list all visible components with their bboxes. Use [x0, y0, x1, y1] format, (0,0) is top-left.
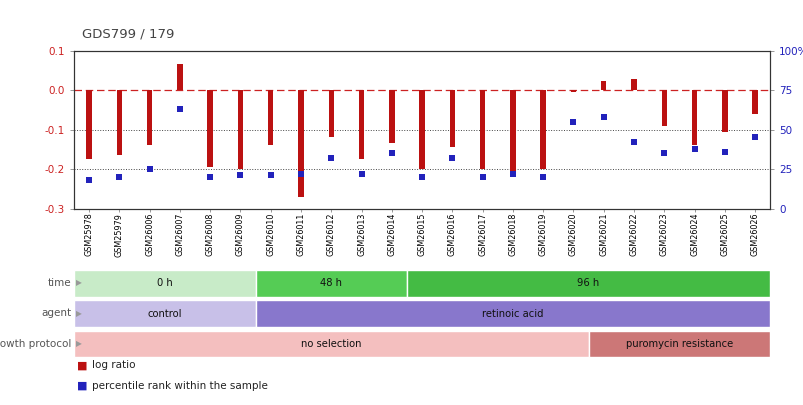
Text: ■: ■ — [77, 381, 88, 391]
Bar — [570, 90, 576, 92]
Point — [294, 171, 307, 177]
Point — [566, 118, 579, 125]
Bar — [74, 301, 255, 327]
Text: GDS799 / 179: GDS799 / 179 — [82, 28, 174, 40]
Bar — [721, 90, 727, 132]
Bar — [74, 331, 588, 357]
Point — [385, 150, 397, 157]
Bar — [147, 90, 153, 145]
Bar — [449, 90, 454, 147]
Bar — [177, 64, 182, 90]
Bar — [630, 79, 636, 90]
Point — [536, 174, 549, 180]
Bar — [691, 90, 696, 145]
Bar — [116, 90, 122, 155]
Bar — [540, 90, 545, 169]
Point — [203, 174, 216, 180]
Point — [173, 106, 186, 112]
Point — [657, 150, 670, 157]
Bar — [207, 90, 213, 167]
Text: 96 h: 96 h — [577, 278, 599, 288]
Bar — [358, 90, 364, 159]
Text: agent: agent — [42, 308, 71, 318]
Point — [234, 172, 247, 179]
Point — [687, 145, 700, 152]
Text: growth protocol: growth protocol — [0, 339, 71, 349]
Text: ▶: ▶ — [76, 339, 82, 348]
Bar — [510, 90, 515, 175]
Bar — [267, 90, 273, 145]
Text: percentile rank within the sample: percentile rank within the sample — [92, 381, 267, 391]
Point — [324, 155, 337, 161]
Text: control: control — [148, 309, 181, 319]
Text: log ratio: log ratio — [92, 360, 135, 371]
Point — [83, 177, 96, 183]
Point — [627, 139, 640, 145]
Bar — [419, 90, 424, 169]
Point — [597, 114, 609, 120]
Bar — [479, 90, 485, 169]
Bar — [86, 90, 92, 159]
Bar — [255, 301, 769, 327]
Text: 0 h: 0 h — [157, 278, 173, 288]
Point — [143, 166, 156, 173]
Bar — [406, 270, 769, 296]
Point — [506, 171, 519, 177]
Point — [264, 172, 277, 179]
Bar — [238, 90, 243, 169]
Point — [446, 155, 459, 161]
Text: retinoic acid: retinoic acid — [482, 309, 543, 319]
Text: 48 h: 48 h — [320, 278, 342, 288]
Text: ■: ■ — [77, 360, 88, 371]
Bar — [752, 90, 757, 114]
Bar — [74, 270, 255, 296]
Text: ▶: ▶ — [76, 278, 82, 288]
Point — [718, 149, 731, 155]
Point — [355, 171, 368, 177]
Bar — [661, 90, 666, 126]
Bar — [298, 90, 304, 197]
Point — [475, 174, 488, 180]
Text: puromycin resistance: puromycin resistance — [625, 339, 732, 349]
Point — [112, 174, 125, 180]
Bar — [588, 331, 769, 357]
Text: no selection: no selection — [300, 339, 361, 349]
Bar — [389, 90, 394, 143]
Bar — [601, 81, 605, 90]
Text: time: time — [48, 278, 71, 288]
Bar — [328, 90, 333, 138]
Bar — [255, 270, 406, 296]
Point — [748, 134, 760, 141]
Point — [415, 174, 428, 180]
Text: ▶: ▶ — [76, 309, 82, 318]
